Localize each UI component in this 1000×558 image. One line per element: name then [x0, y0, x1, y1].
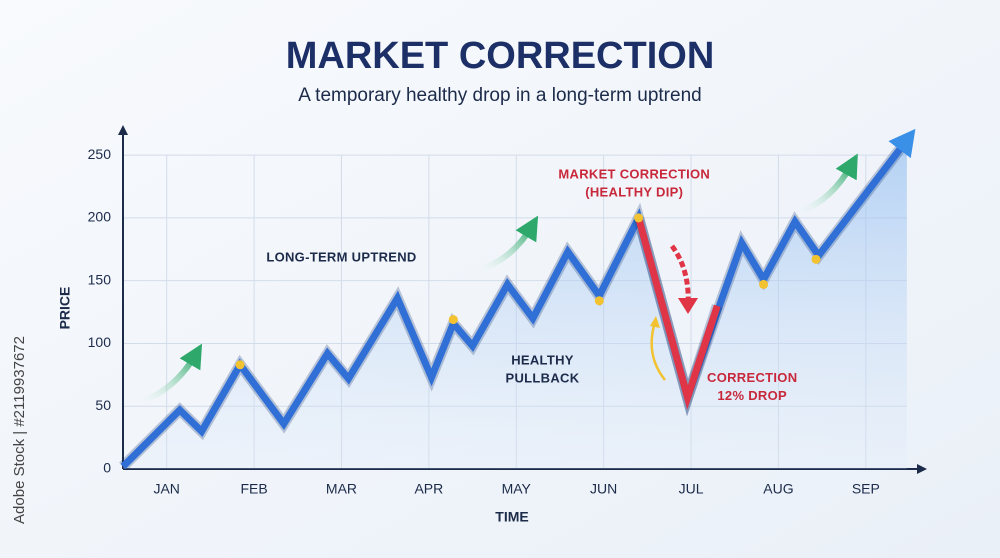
x-tick-label: JUL: [679, 481, 704, 497]
x-tick-label: MAR: [326, 481, 357, 497]
line: [120, 137, 910, 469]
area: [123, 140, 907, 470]
chart-title: MARKET CORRECTION: [286, 35, 715, 77]
y-tick-label: 150: [88, 271, 112, 287]
pullback-arrow: [650, 321, 666, 381]
plot: LONG-TERM UPTREND MARKET CORRECTION (HEALT…: [119, 128, 916, 471]
x-axis-label: TIME: [495, 509, 528, 525]
highlight-point: [235, 360, 245, 370]
annotation: MARKET CORRECTION: [558, 167, 710, 182]
annotation: HEALTHY: [511, 352, 574, 367]
x-tick-label: JAN: [153, 481, 179, 497]
decorations: [138, 153, 858, 405]
highlight-point: [634, 213, 644, 223]
annotation: (HEALTHY DIP): [585, 185, 683, 200]
trend-arrow: [798, 153, 858, 215]
x-tick-label: FEB: [240, 481, 267, 497]
watermark: Adobe Stock | #2119937672: [11, 336, 28, 524]
annotation: 12% DROP: [717, 388, 787, 403]
highlight-point: [811, 254, 821, 264]
trend-arrow: [477, 215, 539, 273]
y-axis-label: PRICE: [57, 287, 73, 330]
annotation: LONG-TERM UPTREND: [266, 250, 416, 265]
y-tick-label: 100: [88, 334, 112, 350]
y-tick-label: 250: [88, 146, 112, 162]
highlight-point: [594, 296, 604, 306]
x-tick-label: APR: [414, 481, 443, 497]
x-tick-label: SEP: [852, 481, 880, 497]
highlight-point: [759, 279, 769, 289]
y-tick-label: 50: [95, 397, 111, 413]
line-arrowhead: [888, 128, 916, 159]
annotation: PULLBACK: [506, 370, 580, 385]
annotation: CORRECTION: [707, 370, 797, 385]
y-tick-label: 200: [88, 209, 112, 225]
pullback-arrow-head: [650, 316, 660, 328]
subtitle: A temporary healthy drop in a long-term …: [298, 85, 701, 106]
y-tick-label: 0: [103, 460, 111, 476]
x-tick-label: MAY: [502, 481, 532, 497]
drop-arrow-head: [678, 298, 698, 314]
highlight-point: [448, 315, 458, 325]
x-tick-label: JUN: [590, 481, 617, 497]
line: [635, 216, 721, 410]
trend-arrow: [138, 343, 203, 405]
x-tick-label: AUG: [763, 481, 793, 497]
